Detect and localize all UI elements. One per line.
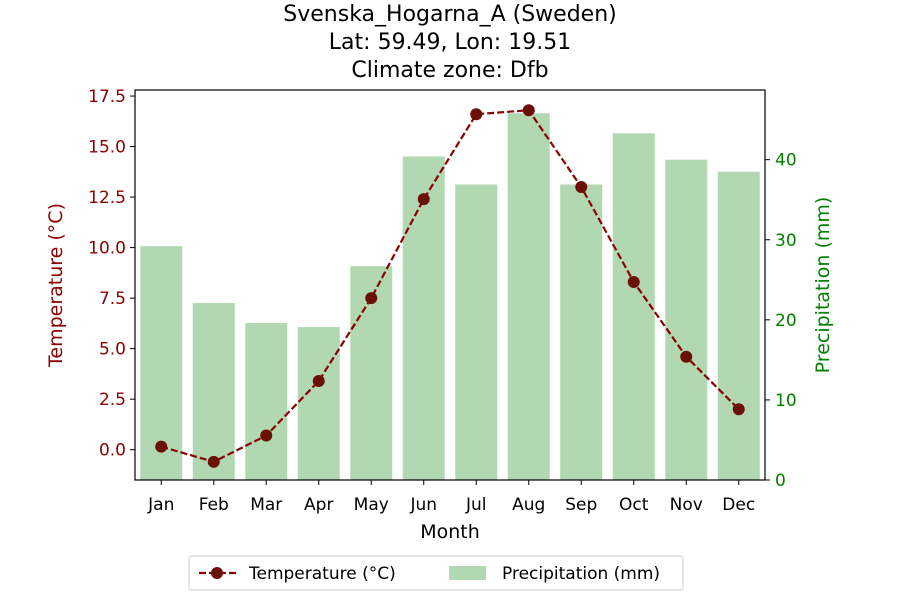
x-tick-label: Mar xyxy=(250,495,282,515)
x-tick-label: Jan xyxy=(147,495,174,515)
precipitation-bar-feb xyxy=(192,303,235,480)
left-tick-label: 12.5 xyxy=(88,188,126,208)
x-tick-label: Oct xyxy=(619,495,649,515)
left-tick-label: 15.0 xyxy=(88,138,126,158)
right-tick-label: 40 xyxy=(775,151,797,171)
precipitation-bars xyxy=(140,113,760,481)
legend-precipitation-swatch xyxy=(449,566,486,580)
temperature-point-dec xyxy=(732,403,745,416)
x-tick-label: Apr xyxy=(304,495,333,515)
x-tick-label: Jul xyxy=(465,495,487,515)
precipitation-bar-sep xyxy=(560,184,603,480)
temperature-point-apr xyxy=(312,374,325,387)
chart-title: Svenska_Hogarna_A (Sweden) Lat: 59.49, L… xyxy=(283,2,616,83)
precipitation-bar-jul xyxy=(455,184,498,480)
right-axis-ticks: 0 10 20 30 40 xyxy=(765,151,797,491)
right-axis-label: Precipitation (mm) xyxy=(812,197,834,374)
legend-temperature-label: Temperature (°C) xyxy=(248,564,396,584)
title-line-2: Lat: 59.49, Lon: 19.51 xyxy=(329,30,571,55)
temperature-point-nov xyxy=(680,350,693,363)
legend-precipitation-label: Precipitation (mm) xyxy=(502,564,660,584)
precipitation-bar-apr xyxy=(297,327,340,480)
x-tick-label: Nov xyxy=(670,495,703,515)
left-tick-label: 2.5 xyxy=(99,390,126,410)
precipitation-bar-aug xyxy=(507,113,550,480)
temperature-point-feb xyxy=(207,455,220,468)
precipitation-bar-oct xyxy=(612,133,655,480)
right-tick-label: 10 xyxy=(775,391,797,411)
left-tick-label: 5.0 xyxy=(99,340,126,360)
x-tick-label: Feb xyxy=(199,495,229,515)
precipitation-bar-nov xyxy=(665,159,708,481)
temperature-point-sep xyxy=(575,180,588,193)
title-line-3: Climate zone: Dfb xyxy=(351,58,548,83)
temperature-point-oct xyxy=(627,275,640,288)
x-tick-label: Sep xyxy=(565,495,597,515)
legend-box xyxy=(188,555,684,591)
temperature-series-line xyxy=(160,109,740,463)
temperature-point-jul xyxy=(470,108,483,121)
temperature-line xyxy=(155,104,745,468)
plot-frame xyxy=(134,89,766,481)
right-tick-label: 30 xyxy=(775,231,797,251)
precipitation-bar-dec xyxy=(717,171,760,480)
left-tick-label: 0.0 xyxy=(99,441,126,461)
precipitation-bar-mar xyxy=(245,323,288,480)
temperature-point-mar xyxy=(260,429,273,442)
x-axis-label: Month xyxy=(420,521,480,543)
temperature-point-aug xyxy=(522,104,535,117)
legend-temperature-swatch-marker xyxy=(211,567,223,579)
x-tick-label: Jun xyxy=(409,495,437,515)
temperature-point-jan xyxy=(155,440,168,453)
left-tick-label: 10.0 xyxy=(88,239,126,259)
legend: Temperature (°C) Precipitation (mm) xyxy=(188,555,684,591)
x-tick-label: Dec xyxy=(722,495,755,515)
temperature-point-may xyxy=(365,292,378,305)
x-tick-label: Aug xyxy=(512,495,545,515)
left-tick-label: 7.5 xyxy=(99,289,126,309)
x-axis-ticks: Jan Feb Mar Apr May Jun Jul Aug Sep Oct Nov Dec xyxy=(147,480,755,515)
left-axis-ticks: 0.0 2.5 5.0 7.5 10.0 12.5 15.0 17.5 xyxy=(88,87,135,461)
temperature-point-jun xyxy=(417,193,430,206)
right-tick-label: 20 xyxy=(775,311,797,331)
left-axis-label: Temperature (°C) xyxy=(45,203,67,368)
left-tick-label: 17.5 xyxy=(88,87,126,107)
right-tick-label: 0 xyxy=(775,471,786,491)
title-line-1: Svenska_Hogarna_A (Sweden) xyxy=(283,2,616,27)
precipitation-bar-jun xyxy=(402,156,445,480)
x-tick-label: May xyxy=(354,495,389,515)
